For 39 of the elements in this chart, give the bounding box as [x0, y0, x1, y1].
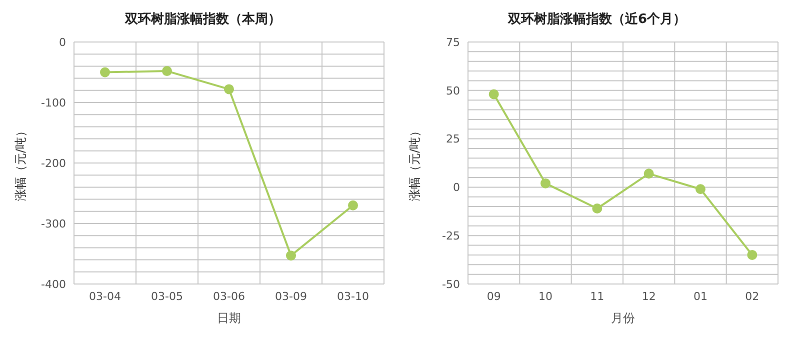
x-tick-label: 03-09 — [275, 290, 307, 303]
x-tick-label: 10 — [538, 290, 552, 303]
y-axis-title: 涨幅（元/吨） — [407, 124, 422, 202]
point — [696, 184, 706, 194]
x-tick-label: 02 — [745, 290, 760, 303]
x-tick-label: 12 — [642, 290, 656, 303]
y-axis-title: 涨幅（元/吨） — [13, 124, 28, 202]
y-tick-label: 0 — [59, 36, 66, 49]
chart-title: 双环树脂涨幅指数（本周） — [124, 11, 282, 29]
chart-title: 双环树脂涨幅指数（近6个月） — [506, 11, 688, 29]
point — [286, 250, 296, 261]
y-tick-label: -200 — [41, 156, 66, 170]
x-tick-label: 03-06 — [213, 290, 245, 303]
x-axis-title: 日期 — [217, 311, 241, 325]
y-tick-label: -100 — [41, 96, 66, 110]
y-tick-label: -25 — [442, 230, 460, 243]
point — [488, 89, 499, 100]
x-tick-label: 03-05 — [151, 290, 183, 303]
y-tick-label: -50 — [442, 278, 460, 291]
point — [592, 203, 602, 214]
point — [747, 250, 758, 260]
x-axis-title: 月份 — [611, 311, 635, 325]
x-tick-label: 03-04 — [89, 290, 121, 303]
point — [540, 178, 550, 188]
point — [100, 67, 110, 78]
point — [162, 66, 172, 76]
y-tick-label: -400 — [41, 278, 66, 291]
y-tick-label: 0 — [453, 181, 460, 194]
point — [348, 200, 358, 210]
x-tick-label: 01 — [694, 290, 708, 303]
y-tick-label: -300 — [41, 217, 66, 230]
y-tick-label: 75 — [446, 36, 460, 49]
y-tick-label: 25 — [446, 132, 460, 146]
point — [644, 168, 654, 179]
y-tick-label: 50 — [446, 84, 460, 98]
x-tick-label: 11 — [590, 290, 604, 303]
point — [224, 84, 234, 94]
x-tick-label: 09 — [486, 290, 501, 303]
x-tick-label: 03-10 — [337, 290, 369, 303]
